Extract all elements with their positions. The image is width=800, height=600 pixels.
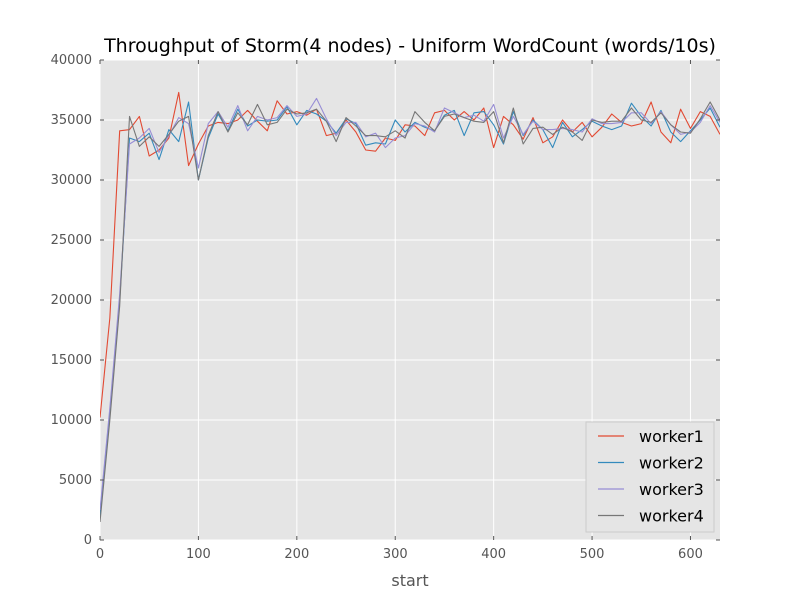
legend-label-worker3: worker3 — [639, 480, 704, 499]
y-tick-label: 35000 — [51, 113, 92, 128]
legend-label-worker2: worker2 — [639, 454, 704, 473]
y-tick-label: 20000 — [51, 293, 92, 308]
series-layer — [100, 91, 720, 523]
y-tick-label: 10000 — [51, 413, 92, 428]
y-tick-label: 40000 — [51, 53, 92, 68]
tick-labels: 0500010000150002000025000300003500040000… — [51, 53, 720, 562]
y-tick-label: 5000 — [59, 473, 92, 488]
y-tick-label: 30000 — [51, 173, 92, 188]
series-line-worker4 — [100, 101, 720, 523]
x-tick-label: 0 — [96, 547, 104, 562]
y-tick-label: 15000 — [51, 353, 92, 368]
x-tick-label: 300 — [383, 547, 408, 562]
x-tick-label: 600 — [678, 547, 703, 562]
y-tick-label: 0 — [84, 533, 92, 548]
x-tick-label: 200 — [284, 547, 309, 562]
y-tick-label: 25000 — [51, 233, 92, 248]
chart-title: Throughput of Storm(4 nodes) - Uniform W… — [103, 35, 716, 57]
x-tick-label: 500 — [580, 547, 605, 562]
legend-label-worker1: worker1 — [639, 427, 704, 446]
legend: worker1 worker2 worker3 worker4 — [585, 421, 715, 533]
legend-box — [585, 421, 715, 533]
series-line-worker3 — [100, 97, 720, 511]
x-tick-label: 100 — [186, 547, 211, 562]
legend-label-worker4: worker4 — [639, 507, 704, 526]
x-axis-title: start — [391, 571, 428, 590]
x-tick-label: 400 — [481, 547, 506, 562]
